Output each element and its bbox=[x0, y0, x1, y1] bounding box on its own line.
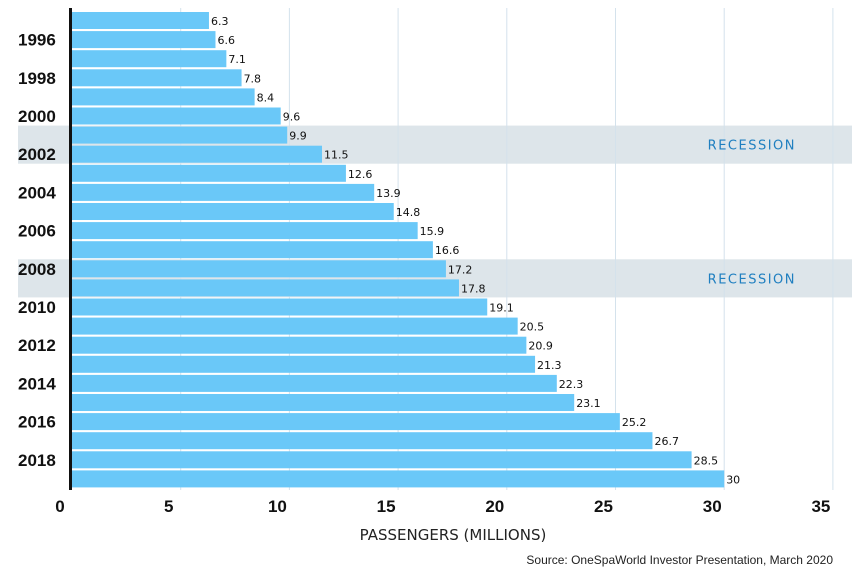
data-label: 8.4 bbox=[257, 91, 275, 104]
y-axis-tick-labels: 1996 1998 2000 2002 2004 2006 2008 2010 2012 2014… bbox=[18, 31, 56, 470]
bar bbox=[72, 164, 346, 182]
data-label: 26.7 bbox=[654, 435, 679, 448]
data-label: 9.6 bbox=[283, 111, 301, 124]
bar bbox=[72, 203, 394, 220]
x-tick-label: 10 bbox=[268, 497, 287, 516]
data-label: 13.9 bbox=[376, 187, 401, 200]
data-label: 7.1 bbox=[228, 53, 246, 66]
bar bbox=[72, 12, 209, 29]
x-axis-tick-labels: 0 5 10 15 20 25 30 35 bbox=[55, 497, 830, 516]
data-label: 28.5 bbox=[694, 454, 719, 467]
bar bbox=[72, 88, 255, 106]
bar bbox=[72, 451, 692, 469]
x-tick-label: 35 bbox=[811, 497, 830, 516]
data-label: 16.6 bbox=[435, 244, 460, 257]
y-tick-label: 2012 bbox=[18, 336, 56, 355]
bar bbox=[72, 432, 653, 450]
recession-label: RECESSION bbox=[708, 139, 796, 154]
x-tick-label: 30 bbox=[703, 497, 722, 516]
bar bbox=[72, 222, 418, 240]
bar bbox=[72, 183, 375, 201]
data-label: 12.6 bbox=[348, 168, 373, 181]
y-tick-label: 2000 bbox=[18, 107, 56, 126]
bar bbox=[72, 298, 488, 316]
data-label: 15.9 bbox=[420, 225, 445, 238]
data-label: 17.8 bbox=[461, 282, 486, 295]
x-tick-label: 15 bbox=[377, 497, 396, 516]
bar bbox=[72, 126, 288, 144]
bar bbox=[72, 279, 459, 297]
bar bbox=[72, 50, 227, 68]
y-tick-label: 2018 bbox=[18, 451, 56, 470]
bar bbox=[72, 31, 216, 49]
data-label: 20.9 bbox=[528, 340, 553, 353]
recession-label: RECESSION bbox=[708, 272, 796, 287]
y-tick-label: 2008 bbox=[18, 260, 56, 279]
data-label: 17.2 bbox=[448, 263, 473, 276]
bar bbox=[72, 241, 433, 259]
bar bbox=[72, 107, 281, 125]
y-tick-label: 2004 bbox=[18, 183, 56, 202]
y-tick-label: 1996 bbox=[18, 31, 56, 50]
x-tick-label: 25 bbox=[594, 497, 613, 516]
bar bbox=[72, 69, 242, 87]
bar bbox=[72, 355, 536, 373]
data-label: 20.5 bbox=[520, 321, 545, 334]
data-label: 14.8 bbox=[396, 206, 421, 219]
y-tick-label: 2014 bbox=[18, 374, 56, 393]
data-label: 21.3 bbox=[537, 359, 562, 372]
data-label: 19.1 bbox=[489, 302, 514, 315]
bar bbox=[72, 336, 527, 354]
x-tick-label: 5 bbox=[164, 497, 173, 516]
data-label: 6.6 bbox=[217, 34, 235, 47]
x-axis-label: PASSENGERS (MILLIONS) bbox=[360, 526, 547, 544]
data-label: 30 bbox=[726, 473, 740, 486]
data-label: 22.3 bbox=[559, 378, 584, 391]
y-tick-label: 2016 bbox=[18, 413, 56, 432]
data-label: 9.9 bbox=[289, 130, 307, 143]
data-label: 7.8 bbox=[244, 72, 262, 85]
x-tick-label: 0 bbox=[55, 497, 64, 516]
bar bbox=[72, 374, 557, 392]
x-tick-label: 20 bbox=[485, 497, 504, 516]
data-label: 11.5 bbox=[324, 149, 349, 162]
data-labels: 6.3 6.6 7.1 7.8 8.4 9.6 9.9 11.5 12.613.9 14.8 15.… bbox=[211, 15, 740, 486]
bar bbox=[72, 394, 575, 411]
y-tick-label: 1998 bbox=[18, 69, 56, 88]
data-label: 23.1 bbox=[576, 397, 601, 410]
bar bbox=[72, 145, 323, 163]
bars bbox=[72, 12, 725, 488]
bar bbox=[72, 470, 725, 488]
bar bbox=[72, 413, 620, 431]
bar bbox=[72, 317, 518, 335]
y-tick-label: 2006 bbox=[18, 222, 56, 241]
bar bbox=[72, 260, 446, 278]
data-label: 25.2 bbox=[622, 416, 647, 429]
data-label: 6.3 bbox=[211, 15, 229, 28]
band-labels: RECESSION RECESSION bbox=[708, 139, 796, 288]
source-note: Source: OneSpaWorld Investor Presentatio… bbox=[526, 553, 833, 567]
y-tick-label: 2002 bbox=[18, 145, 56, 164]
y-tick-label: 2010 bbox=[18, 298, 56, 317]
